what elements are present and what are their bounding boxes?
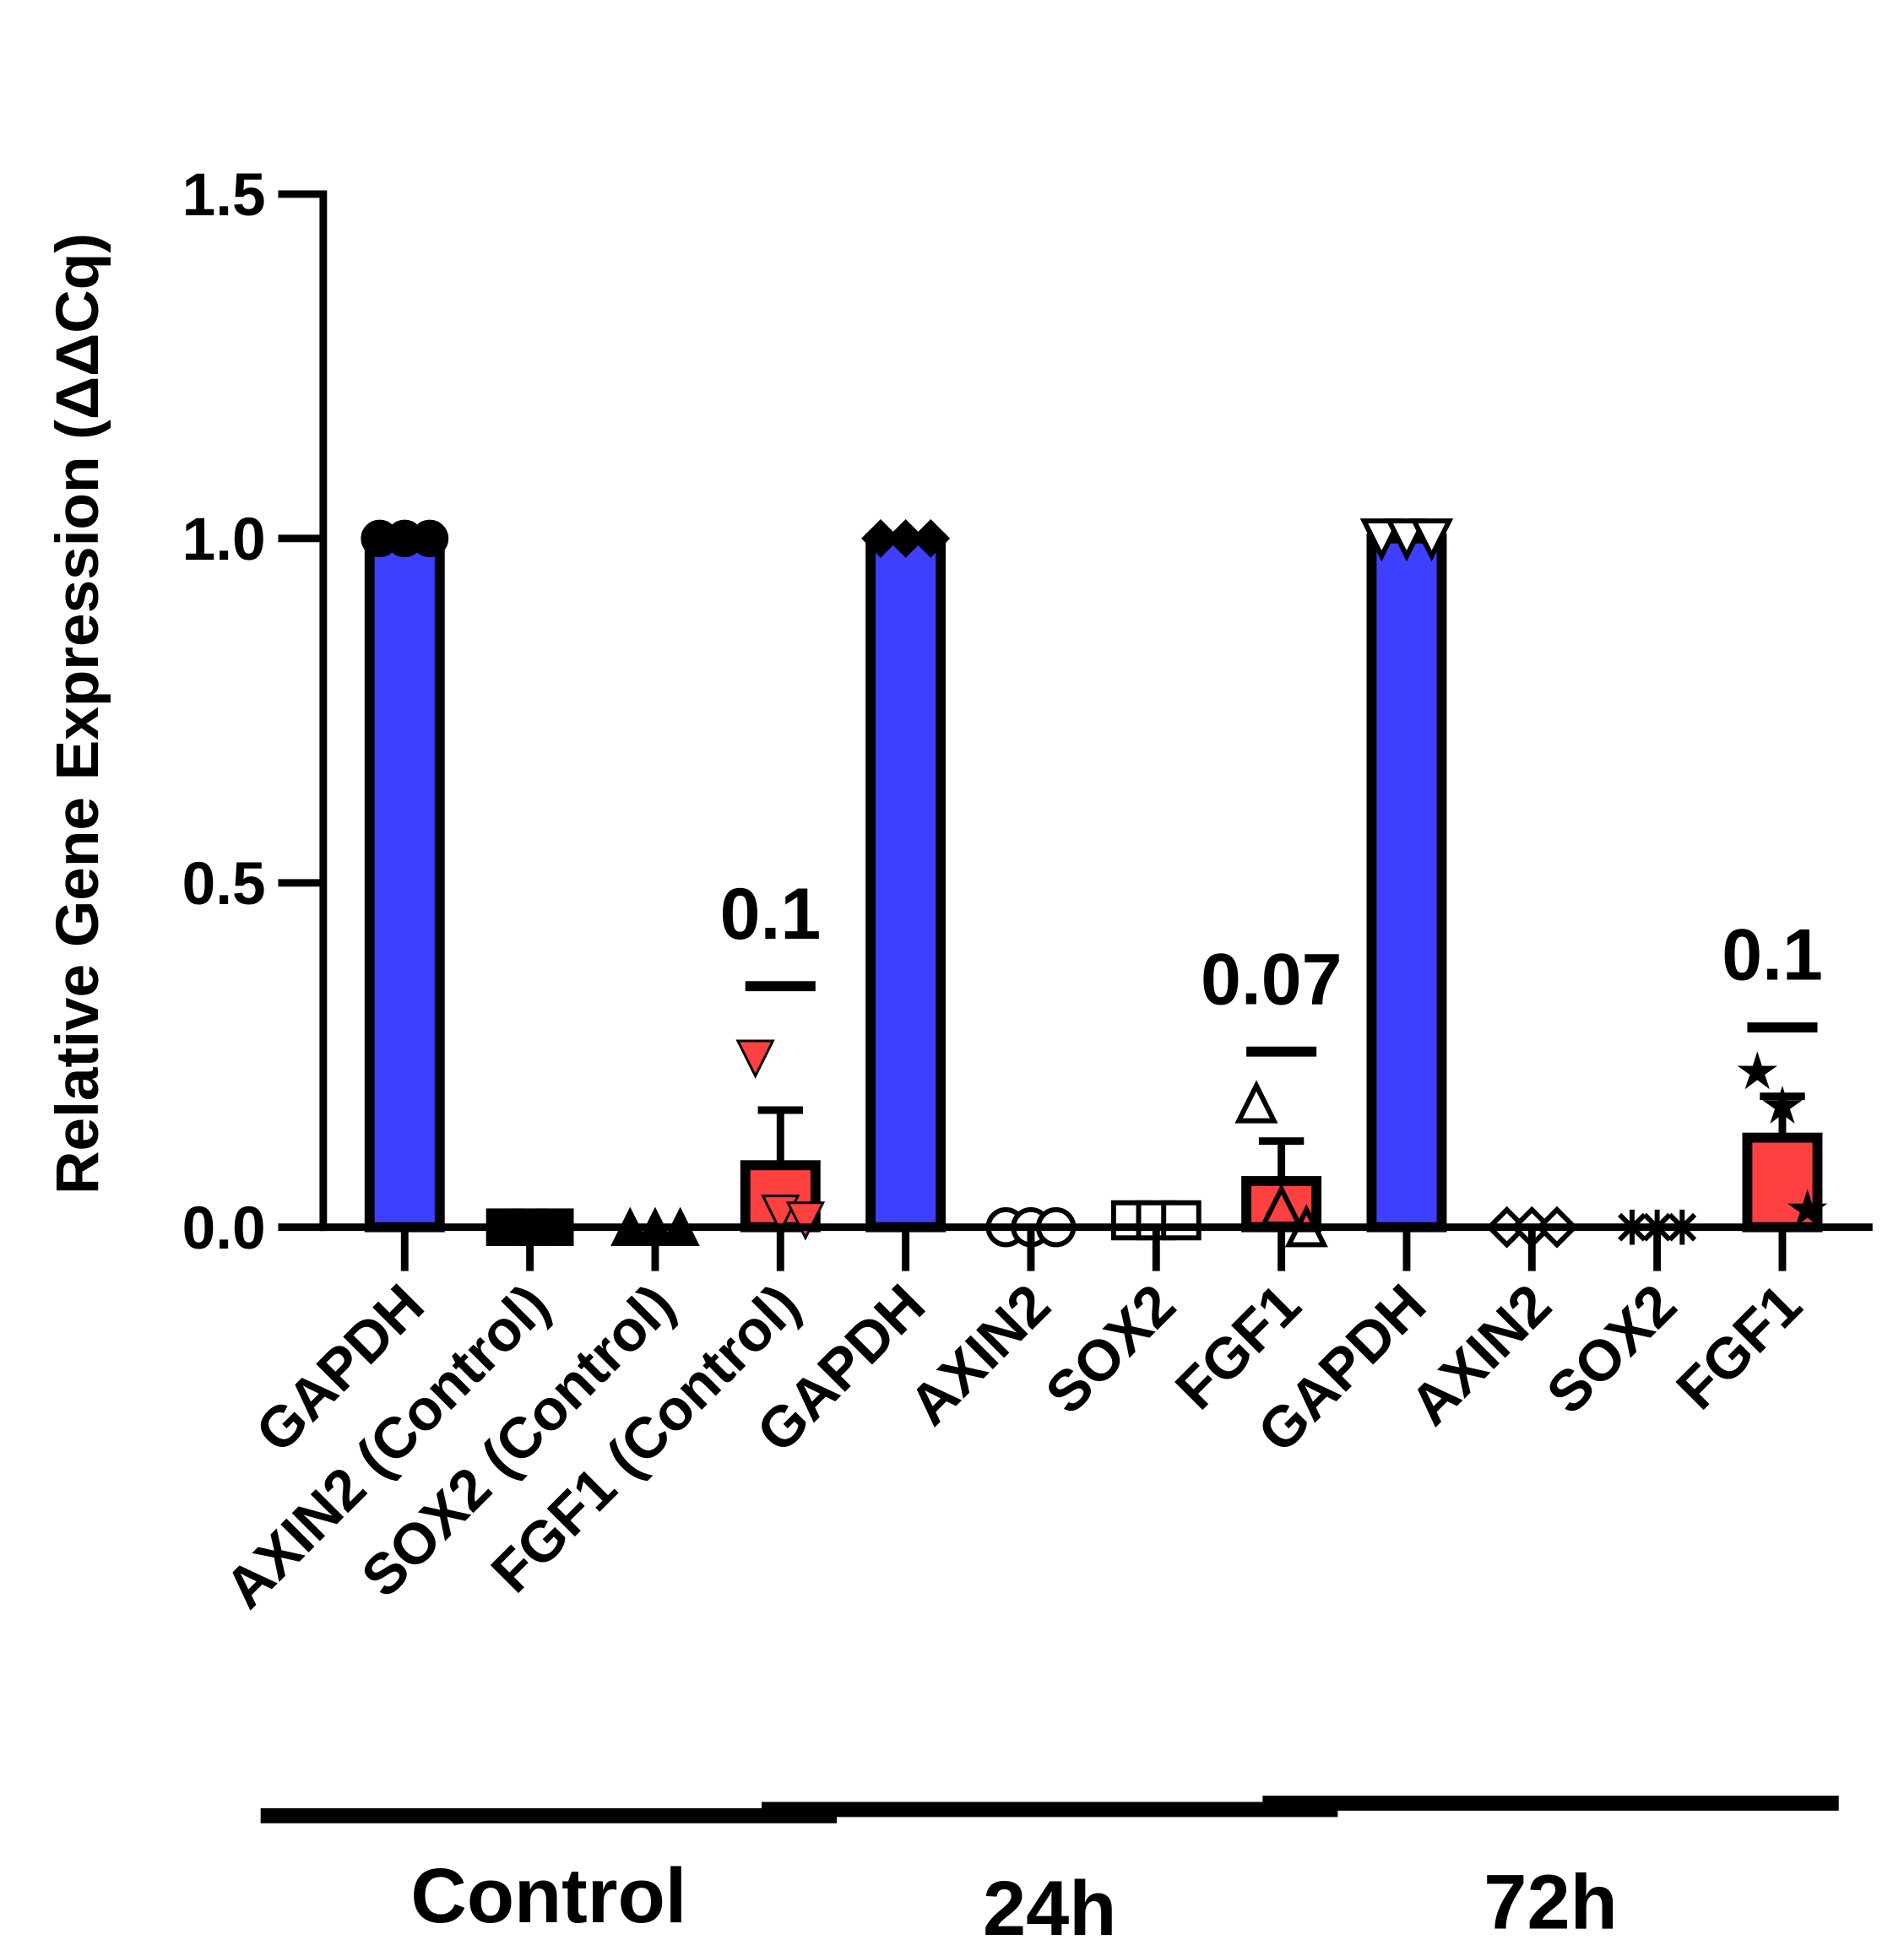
data-point xyxy=(1359,518,1403,562)
x-tick-label: SOX2 xyxy=(1534,1272,1688,1426)
data-point xyxy=(1410,518,1454,562)
data-point xyxy=(785,1201,826,1241)
y-tick-label: 1.5 xyxy=(182,162,266,229)
data-point xyxy=(1787,1189,1828,1227)
data-point xyxy=(911,518,951,558)
data-point xyxy=(1234,1080,1278,1124)
annotation: 0.1 xyxy=(720,874,822,955)
x-tick-label: SOX2 xyxy=(1033,1272,1187,1426)
y-tick-label: 0.5 xyxy=(182,851,266,918)
y-axis-label: Relative Gene Expression (ΔΔCq) xyxy=(45,233,111,1195)
data-point xyxy=(1161,1200,1202,1241)
error-bar xyxy=(1258,1137,1305,1182)
x-tick-label: FGF1 xyxy=(1664,1272,1814,1422)
annotation: 0.1 xyxy=(1722,915,1823,996)
x-tick-label: AXIN2 xyxy=(897,1272,1062,1438)
group-label: Control xyxy=(410,1853,686,1939)
data-point xyxy=(735,1039,775,1079)
error-bar xyxy=(757,1106,803,1166)
group-label: 72h xyxy=(1484,1859,1617,1945)
y-tick-label: 1.0 xyxy=(182,507,266,573)
bar xyxy=(364,533,445,1233)
annotation: 0.07 xyxy=(1201,939,1342,1020)
x-tick-label: AXIN2 xyxy=(1398,1272,1564,1438)
group-label: 24h xyxy=(983,1866,1116,1952)
data-point xyxy=(410,519,449,558)
data-point xyxy=(1385,518,1429,562)
y-tick-label: 0.0 xyxy=(182,1195,266,1262)
bar xyxy=(1366,533,1447,1233)
bar xyxy=(865,533,947,1233)
data-point xyxy=(1737,1051,1778,1090)
data-point xyxy=(1762,1086,1803,1124)
